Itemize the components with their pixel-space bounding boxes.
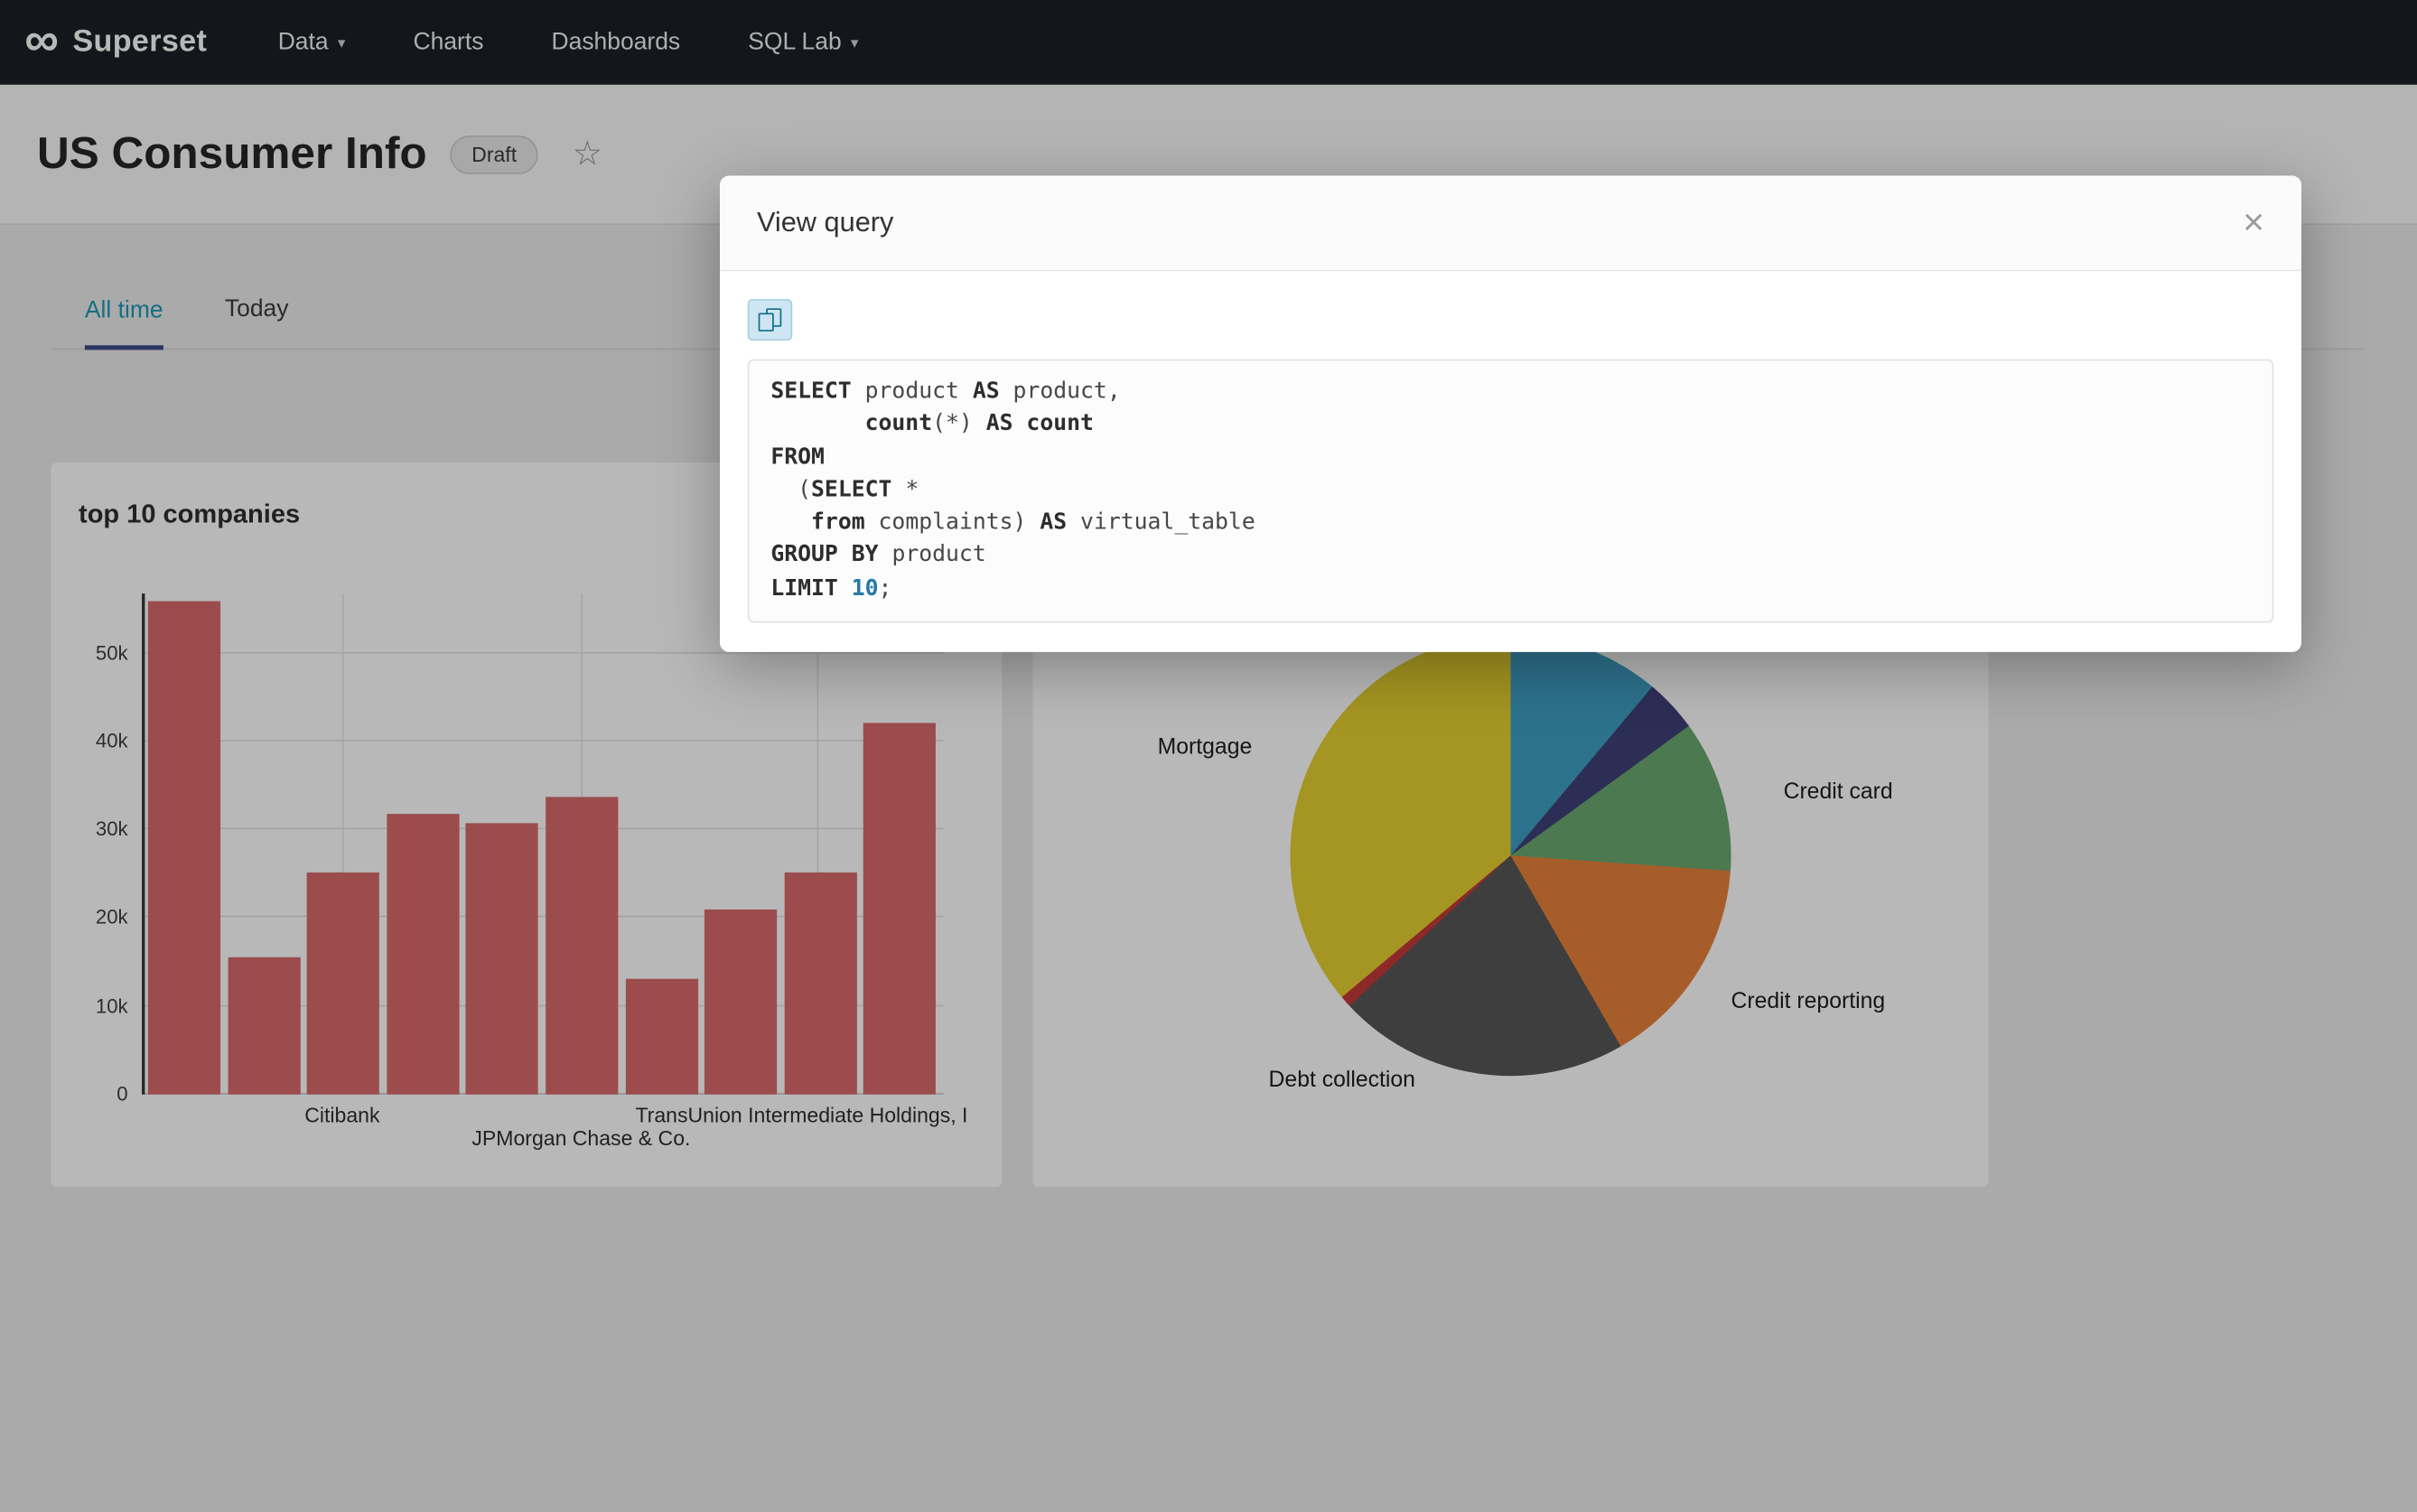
sql-line: count(*) AS count	[864, 412, 1094, 437]
bar-chart-title: top 10 companies	[79, 499, 301, 529]
pie	[1290, 635, 1731, 1077]
y-tick: 50k	[95, 640, 128, 664]
y-tick: 0	[117, 1082, 128, 1106]
bar-8	[784, 872, 857, 1095]
view-query-modal: View query × SELECT product AS product, …	[719, 175, 2301, 652]
sql-line: from complaints) AS virtual_table	[811, 510, 1255, 536]
favorite-star-icon[interactable]: ☆	[572, 134, 603, 173]
nav-item-dashboards[interactable]: Dashboards	[552, 29, 681, 57]
sql-line: GROUP BY product	[770, 543, 986, 568]
y-tick: 30k	[95, 817, 128, 841]
tab-all-time[interactable]: All time	[84, 297, 163, 350]
x-axis-line	[142, 1093, 944, 1095]
bar-9	[863, 723, 937, 1095]
bar-0	[147, 602, 221, 1095]
caret-down-icon: ▾	[337, 35, 346, 53]
bar-2	[306, 872, 380, 1095]
bar-6	[625, 978, 698, 1095]
modal-title: View query	[756, 206, 894, 238]
copy-icon	[758, 308, 782, 331]
nav-item-label: SQL Lab	[748, 28, 842, 55]
bar-y-ticks: 0 10k 20k 30k 40k 50k	[51, 593, 128, 1106]
gridline	[142, 827, 944, 830]
pie-label-credit-card: Credit card	[1783, 779, 1893, 805]
nav-item-label: Data	[277, 28, 329, 55]
pie-label-debt-collection: Debt collection	[1268, 1068, 1415, 1094]
brand-name: Superset	[72, 24, 208, 59]
close-icon[interactable]: ×	[2243, 201, 2265, 243]
y-tick: 20k	[95, 905, 128, 929]
nav-item-data[interactable]: Data ▾	[278, 29, 346, 57]
page-title: US Consumer Info	[36, 128, 427, 179]
gridline	[142, 651, 944, 653]
bar-plot	[142, 593, 944, 1095]
nav-items: Data ▾ Charts Dashboards SQL Lab ▾	[278, 29, 859, 57]
bar-4	[466, 822, 539, 1095]
bar-1	[227, 957, 301, 1095]
y-tick: 10k	[95, 994, 128, 1017]
sql-line: LIMIT 10;	[770, 575, 892, 602]
superset-logo[interactable]: ∞ Superset	[24, 15, 208, 63]
y-tick: 40k	[95, 728, 128, 752]
sql-line: SELECT product AS product,	[770, 378, 1121, 405]
modal-header: View query ×	[719, 175, 2301, 272]
nav-item-charts[interactable]: Charts	[414, 29, 484, 57]
draft-status-badge: Draft	[450, 135, 539, 173]
nav-item-label: Charts	[413, 28, 484, 55]
pie-label-credit-reporting: Credit reporting	[1731, 989, 1886, 1014]
modal-body: SELECT product AS product, count(*) AS c…	[720, 271, 2301, 623]
pie-label-mortgage: Mortgage	[1157, 735, 1253, 761]
sql-line: (SELECT *	[770, 477, 919, 503]
nav-item-sql-lab[interactable]: SQL Lab ▾	[748, 29, 858, 57]
y-axis-line	[142, 593, 145, 1095]
top-nav: ∞ Superset Data ▾ Charts Dashboards SQL …	[0, 0, 2417, 85]
nav-item-label: Dashboards	[551, 28, 681, 55]
bar-3	[387, 813, 460, 1095]
x-axis-label: Citibank	[304, 1103, 380, 1127]
caret-down-icon: ▾	[850, 35, 859, 53]
copy-to-clipboard-button[interactable]	[747, 299, 793, 341]
infinity-logo-icon: ∞	[24, 12, 60, 67]
gridline	[142, 1004, 944, 1006]
bar-chart-card: top 10 companies 0 10k 20k 30k 40k 50k Citiba…	[51, 462, 1003, 1188]
sql-line: FROM	[770, 444, 825, 470]
sql-code: SELECT product AS product, count(*) AS c…	[747, 359, 2274, 623]
gridline	[817, 593, 819, 1095]
tab-today[interactable]: Today	[224, 295, 289, 322]
gridline	[142, 739, 944, 742]
gridline	[142, 916, 944, 919]
x-axis-label: TransUnion Intermediate Holdings, I	[635, 1103, 968, 1127]
bar-7	[705, 909, 778, 1095]
gridline	[341, 593, 344, 1095]
bar-5	[546, 797, 619, 1095]
x-axis-label: JPMorgan Chase & Co.	[471, 1126, 691, 1151]
